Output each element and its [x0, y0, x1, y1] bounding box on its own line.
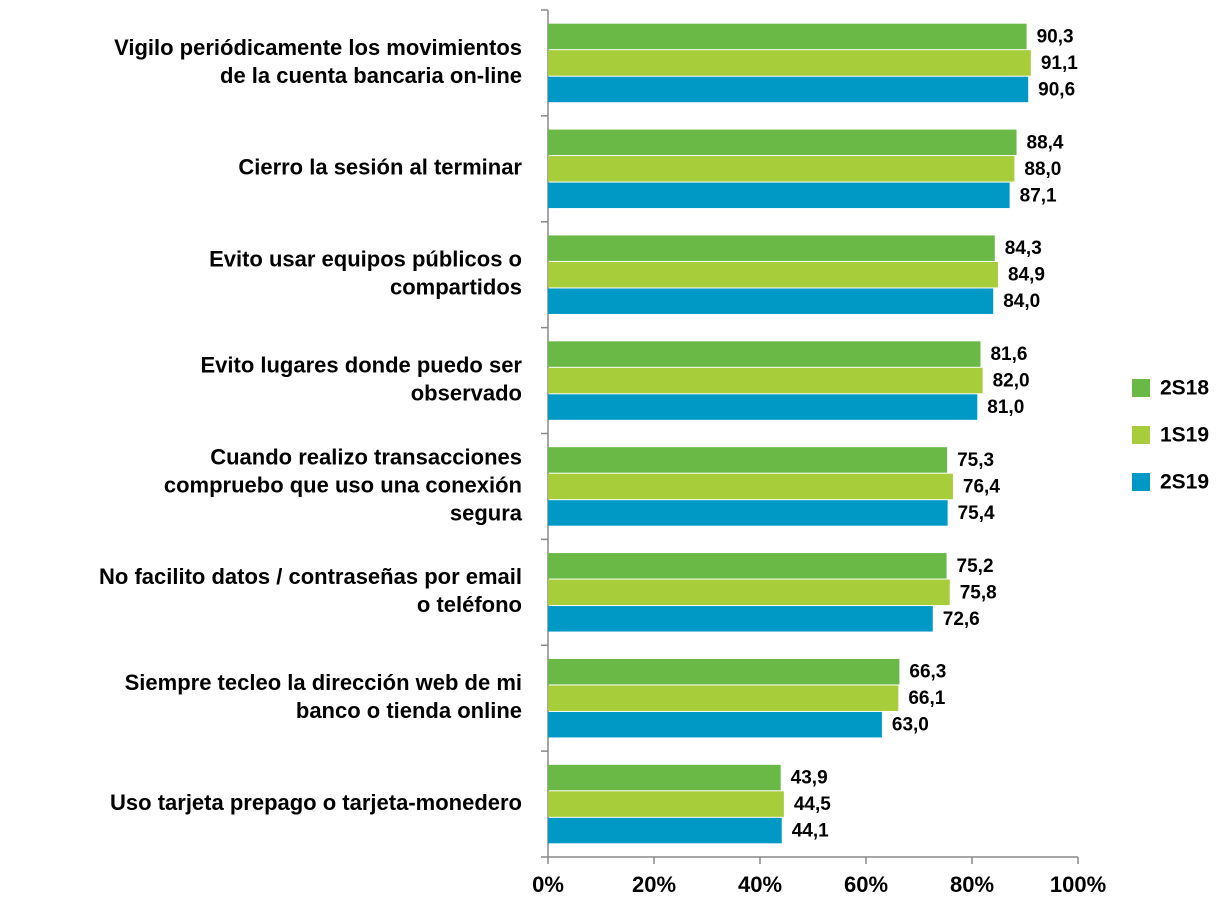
value-label: 90,3: [1037, 26, 1074, 47]
category-label: No facilito datos / contraseñas por emai…: [99, 564, 522, 589]
category-label: observado: [411, 380, 522, 405]
legend-swatch: [1132, 426, 1150, 444]
bar: [548, 341, 981, 367]
x-tick-label: 80%: [950, 872, 994, 897]
bar: [548, 500, 948, 526]
bar: [548, 394, 978, 420]
bar: [548, 367, 983, 394]
bar: [548, 685, 899, 711]
bar: [548, 76, 1029, 103]
value-label: 88,0: [1024, 159, 1061, 180]
value-label: 44,5: [794, 794, 831, 815]
bar: [548, 156, 1015, 182]
bar: [548, 606, 933, 632]
bar: [548, 473, 953, 500]
category-label: compartidos: [390, 275, 522, 300]
value-label: 72,6: [943, 609, 980, 630]
bar: [548, 791, 784, 817]
category-label: Cierro la sesión al terminar: [238, 155, 522, 180]
category-label: Siempre tecleo la dirección web de mi: [125, 670, 522, 695]
bar: [548, 261, 998, 288]
bar: [548, 658, 900, 685]
bar: [548, 288, 994, 314]
value-label: 88,4: [1027, 132, 1064, 153]
value-label: 66,3: [909, 662, 946, 683]
bar: [548, 579, 950, 606]
bar: [548, 182, 1010, 209]
value-label: 84,3: [1005, 238, 1042, 259]
category-label: Evito usar equipos públicos o: [209, 247, 522, 272]
value-label: 90,6: [1038, 79, 1075, 100]
category-label: o teléfono: [417, 592, 522, 617]
value-label: 66,1: [908, 688, 945, 709]
bar: [548, 129, 1017, 156]
value-label: 87,1: [1020, 185, 1057, 206]
legend-label: 2S18: [1160, 377, 1209, 400]
x-tick-label: 0%: [532, 872, 564, 897]
value-label: 43,9: [791, 768, 828, 789]
category-label: de la cuenta bancaria on-line: [220, 63, 522, 88]
bar: [548, 447, 948, 473]
legend-label: 1S19: [1160, 424, 1209, 447]
category-label: banco o tienda online: [296, 698, 522, 723]
value-label: 84,0: [1003, 291, 1040, 312]
value-label: 75,4: [958, 503, 995, 524]
x-tick-label: 60%: [844, 872, 888, 897]
value-label: 91,1: [1041, 53, 1078, 74]
category-label: Uso tarjeta prepago o tarjeta-monedero: [110, 790, 522, 815]
bar: [548, 817, 782, 844]
value-label: 63,0: [892, 715, 929, 736]
value-label: 76,4: [963, 476, 1000, 497]
bar: [548, 711, 882, 738]
bar: [548, 764, 781, 791]
x-tick-label: 40%: [738, 872, 782, 897]
value-label: 81,0: [987, 397, 1024, 418]
bar: [548, 50, 1031, 76]
legend-swatch: [1132, 379, 1150, 397]
bar: [548, 553, 947, 579]
value-label: 84,9: [1008, 265, 1045, 286]
value-label: 75,8: [960, 582, 997, 603]
value-label: 82,0: [993, 371, 1030, 392]
bar: [548, 23, 1027, 50]
legend-label: 2S19: [1160, 471, 1209, 494]
value-label: 44,1: [792, 821, 829, 842]
category-label: compruebo que uso una conexión: [164, 472, 522, 497]
value-label: 75,2: [957, 556, 994, 577]
value-label: 81,6: [990, 344, 1027, 365]
category-label: Evito lugares donde puedo ser: [200, 352, 522, 377]
category-label: Cuando realizo transacciones: [210, 444, 522, 469]
category-label: Vigilo periódicamente los movimientos: [114, 35, 522, 60]
value-label: 75,3: [957, 450, 994, 471]
x-tick-label: 20%: [632, 872, 676, 897]
x-tick-label: 100%: [1050, 872, 1106, 897]
category-label: segura: [450, 500, 523, 525]
bar: [548, 235, 995, 261]
legend-swatch: [1132, 473, 1150, 491]
